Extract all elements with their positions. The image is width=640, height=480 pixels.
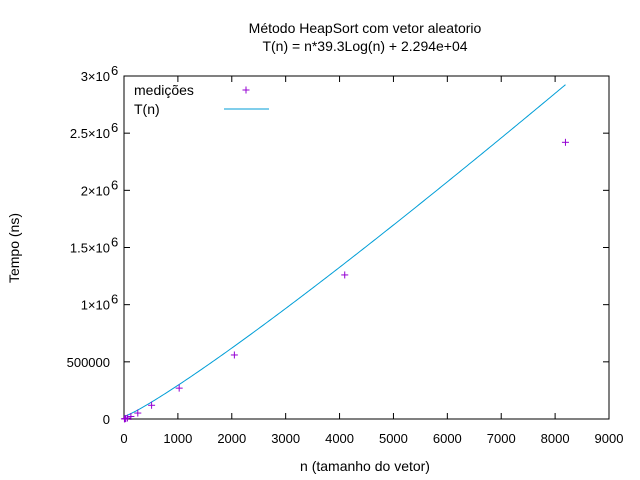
data-point: [148, 401, 156, 409]
data-point: [122, 415, 130, 423]
data-point: [561, 138, 569, 146]
x-axis: 0 1000 2000 3000 4000 5000 6000 7000 8000 9000: [120, 76, 623, 446]
y-tick-label: 1.5×10: [70, 241, 110, 256]
y-axis-label: Tempo (ns): [6, 213, 22, 283]
plot-frame: [123, 75, 610, 420]
legend: medições T(n): [134, 82, 269, 117]
series-layer: [120, 84, 569, 423]
data-point: [341, 271, 349, 279]
x-tick-label: 7000: [487, 431, 516, 446]
x-axis-label: n (tamanho do vetor): [300, 458, 430, 474]
legend-plus-marker: [242, 86, 250, 94]
x-tick-label: 8000: [541, 431, 570, 446]
y-tick-exponent: 6: [111, 177, 118, 192]
legend-label-tn: T(n): [134, 101, 160, 117]
data-point: [123, 414, 131, 422]
legend-label-medicoes: medições: [134, 82, 194, 98]
y-tick-label: 2.5×10: [70, 126, 110, 141]
x-tick-label: 0: [120, 431, 127, 446]
y-tick-label: 500000: [67, 355, 110, 370]
chart-subtitle: T(n) = n*39.3Log(n) + 2.294e+04: [262, 38, 467, 54]
legend-marker-medicoes: [242, 86, 250, 94]
y-tick-label: 1×10: [81, 298, 110, 313]
data-point: [175, 384, 183, 392]
x-tick-label: 6000: [433, 431, 462, 446]
chart-title: Método HeapSort com vetor aleatorio: [249, 20, 482, 36]
y-tick-label: 3×10: [81, 69, 110, 84]
x-tick-label: 1000: [163, 431, 192, 446]
y-tick-exponent: 6: [111, 120, 118, 135]
data-point: [134, 409, 142, 417]
data-point: [127, 412, 135, 420]
x-tick-label: 5000: [379, 431, 408, 446]
y-tick-exponent: 6: [111, 292, 118, 307]
x-tick-label: 4000: [325, 431, 354, 446]
x-tick-label: 9000: [595, 431, 624, 446]
data-point: [230, 351, 238, 359]
x-tick-label: 2000: [217, 431, 246, 446]
fit-line-tn: [123, 84, 566, 417]
y-tick-exponent: 6: [111, 63, 118, 78]
x-tick-label: 3000: [271, 431, 300, 446]
y-tick-label: 2×10: [81, 183, 110, 198]
y-tick-label: 0: [103, 412, 110, 427]
y-tick-exponent: 6: [111, 235, 118, 250]
